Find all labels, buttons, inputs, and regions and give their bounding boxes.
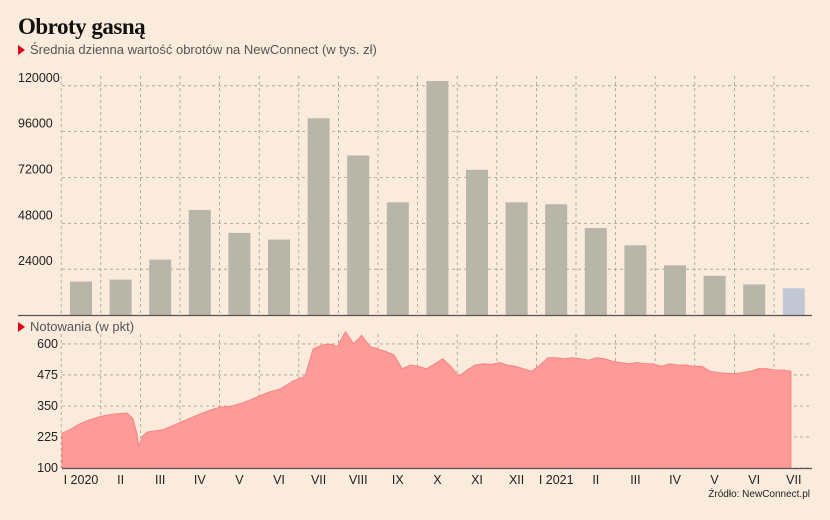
bar: [70, 281, 92, 315]
x-tick-label: II: [117, 473, 124, 487]
area-y-tick-label: 350: [37, 399, 58, 413]
bar: [466, 169, 488, 315]
area-chart-subtitle: Notowania (w pkt): [18, 319, 134, 334]
bar: [386, 202, 409, 315]
source-note: Źródło: NewConnect.pl: [708, 489, 810, 500]
bar-y-tick-label: 48000: [18, 208, 53, 222]
red-triangle-marker-icon: [18, 322, 25, 332]
x-tick-label: XII: [509, 473, 524, 487]
x-tick-label: III: [630, 473, 640, 487]
x-tick-label: IX: [392, 473, 404, 487]
bar: [426, 81, 449, 316]
x-tick-label: VII: [311, 473, 326, 487]
bar: [307, 118, 330, 315]
x-tick-label: III: [155, 473, 165, 487]
bar-y-tick-label: 96000: [18, 117, 53, 131]
bar: [664, 265, 686, 315]
x-tick-label: I 2020: [64, 473, 99, 487]
bar: [545, 204, 568, 315]
x-tick-label: IV: [194, 473, 206, 487]
x-tick-label: XI: [471, 473, 483, 487]
bar-chart-subtitle: Średnia dzienna wartość obrotów na NewCo…: [18, 42, 377, 57]
area-y-tick-label: 225: [37, 430, 58, 444]
area-chart-subtitle-text: Notowania (w pkt): [30, 319, 135, 334]
bar: [149, 259, 172, 315]
bar: [624, 245, 647, 315]
bar-y-tick-label: 120000: [18, 71, 60, 85]
x-tick-label: II: [592, 473, 599, 487]
x-tick-label: V: [710, 473, 719, 487]
x-tick-label: V: [235, 473, 244, 487]
x-tick-label: I 2021: [539, 473, 574, 487]
bar: [228, 232, 251, 315]
x-tick-label: VII: [786, 473, 801, 487]
bar: [347, 155, 370, 315]
bar-chart-subtitle-text: Średnia dzienna wartość obrotów na NewCo…: [30, 42, 377, 57]
bar-y-tick-label: 72000: [18, 162, 53, 176]
x-tick-label: X: [433, 473, 442, 487]
area-y-tick-label: 600: [37, 337, 58, 351]
bar: [782, 288, 805, 315]
area-y-tick-label: 475: [37, 368, 58, 382]
x-tick-label: IV: [669, 473, 681, 487]
bar-y-tick-label: 24000: [18, 254, 53, 268]
x-tick-label: VI: [273, 473, 285, 487]
x-tick-label: VIII: [349, 473, 368, 487]
bar: [505, 202, 528, 315]
bar: [703, 275, 726, 315]
area-y-tick-label: 100: [37, 461, 58, 475]
red-triangle-marker-icon: [18, 45, 25, 55]
bar: [584, 228, 607, 315]
bar: [743, 284, 766, 315]
index-area: [61, 330, 792, 469]
bar: [109, 279, 132, 315]
bar: [188, 209, 211, 315]
bar: [268, 239, 290, 315]
chart-title: Obroty gasną: [18, 14, 146, 39]
x-tick-label: VI: [748, 473, 760, 487]
